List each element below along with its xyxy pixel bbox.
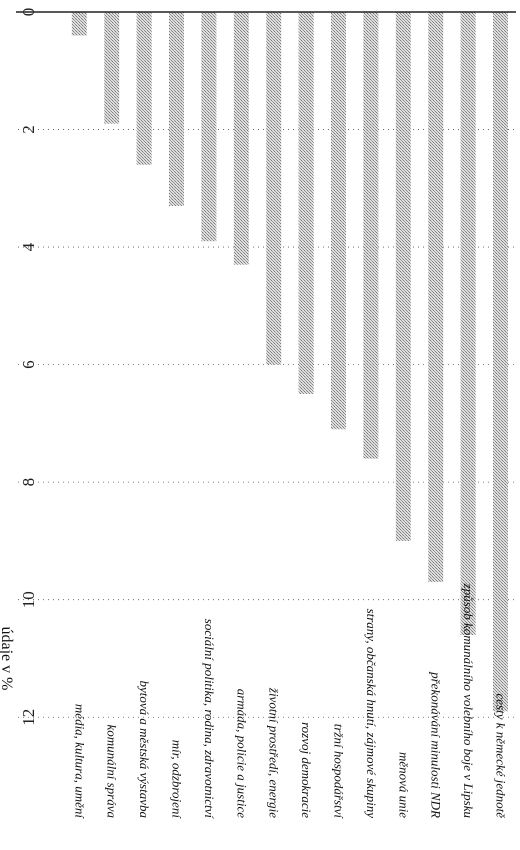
category-label: sociální politika, rodina, zdravotnictví xyxy=(202,619,217,820)
bar xyxy=(233,12,249,265)
bar xyxy=(428,12,444,583)
x-tick-label: 6 xyxy=(19,360,38,369)
x-tick-label: 4 xyxy=(19,242,38,251)
x-tick-label: 0 xyxy=(19,8,38,17)
category-label: tržní hospodářství xyxy=(332,724,347,820)
category-label: životní prostředí, energie xyxy=(267,687,282,818)
bar xyxy=(266,12,282,365)
category-labels: cesty k německé jednotě způsob komunálníh… xyxy=(72,583,508,820)
x-tick-label: 12 xyxy=(19,709,38,726)
bar xyxy=(395,12,411,541)
x-tick-label: 2 xyxy=(19,125,38,134)
x-tick-label: 10 xyxy=(19,591,38,608)
bar xyxy=(363,12,379,459)
category-label: rozvoj demokracie xyxy=(299,722,314,818)
gridlines xyxy=(16,129,514,718)
category-label: strany, občanská hnutí, zájmové skupiny xyxy=(364,609,379,819)
category-label: komunální správa xyxy=(105,724,120,818)
bar xyxy=(460,12,476,635)
category-label: média, kultura, umění xyxy=(72,704,87,819)
category-label: bytová a městská výstavba xyxy=(137,680,152,818)
bar xyxy=(493,12,508,712)
category-label: armáda, policie a justice xyxy=(234,689,249,818)
bar xyxy=(169,12,184,206)
bar xyxy=(298,12,314,394)
category-label: měnová unie xyxy=(396,752,411,818)
bar xyxy=(136,12,152,165)
bar xyxy=(331,12,346,430)
bar xyxy=(71,12,87,36)
x-tick-labels: 0 2 4 6 8 10 12 xyxy=(19,8,38,726)
category-label: překonávání minulosti NDR xyxy=(429,671,444,818)
bars xyxy=(71,12,508,712)
category-label: cesty k německé jednotě xyxy=(494,693,509,818)
bar xyxy=(201,12,217,242)
category-label: mír, odzbrojení xyxy=(170,740,185,820)
x-tick-label: 8 xyxy=(19,478,38,487)
bar xyxy=(104,12,120,124)
category-label: způsob komunálního volebního boje v Lips… xyxy=(461,583,476,819)
x-axis-title: údaje v % xyxy=(0,626,15,690)
